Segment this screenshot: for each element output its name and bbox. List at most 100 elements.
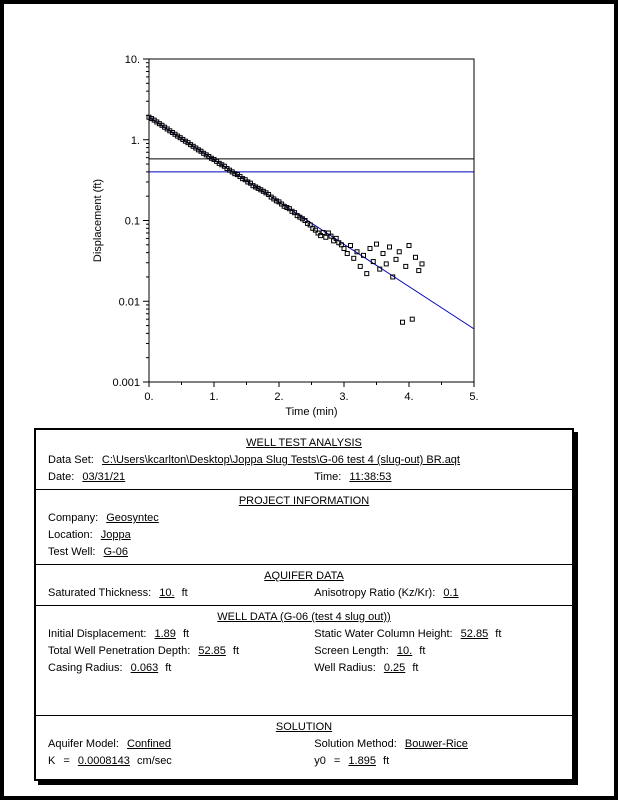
- section-divider: [36, 564, 572, 565]
- date-time-row: Date: 03/31/21 Time: 11:38:53: [36, 470, 572, 484]
- well-radius-value[interactable]: 0.25: [383, 662, 406, 674]
- location-value[interactable]: Joppa: [100, 529, 131, 541]
- data-point-marker: [328, 233, 334, 239]
- y-tick-label: 0.001: [112, 377, 140, 389]
- data-point-marker: [325, 230, 331, 236]
- data-point-marker: [245, 179, 251, 185]
- test-well-value[interactable]: G-06: [103, 546, 129, 558]
- data-point-marker: [284, 204, 290, 210]
- saturated-thickness-value[interactable]: 10.: [159, 587, 175, 599]
- data-point-marker: [354, 249, 360, 255]
- static-water-column-value[interactable]: 52.85: [460, 628, 489, 640]
- k-value[interactable]: 0.0008143: [77, 755, 130, 767]
- y-tick-label: 1.: [131, 135, 140, 147]
- well-data-title-text: WELL DATA (G-06 (test 4 slug out)): [217, 611, 391, 623]
- data-point-marker: [289, 208, 295, 214]
- initial-displacement-label: Initial Displacement:: [48, 628, 147, 640]
- company-label: Company:: [48, 512, 99, 524]
- data-point-marker: [344, 251, 350, 257]
- well-radius-label: Well Radius:: [314, 662, 376, 674]
- screen-length-unit: ft: [419, 645, 426, 657]
- solution-method-label: Solution Method:: [314, 738, 397, 750]
- screen-length-label: Screen Length:: [314, 645, 389, 657]
- initial-displacement-value[interactable]: 1.89: [154, 628, 176, 640]
- data-point-marker: [364, 271, 370, 277]
- solution-title-text: SOLUTION: [275, 721, 333, 733]
- dataset-value-link[interactable]: C:\Users\kcarlton\Desktop\Joppa Slug Tes…: [101, 454, 460, 466]
- solution-method-value[interactable]: Bouwer-Rice: [404, 738, 468, 750]
- data-point-marker: [370, 259, 376, 265]
- solution-row-2: K = 0.0008143 cm/sec y0 = 1.895 ft: [36, 754, 572, 768]
- data-point-marker: [195, 147, 201, 153]
- k-equals: =: [63, 755, 70, 767]
- aquifer-model-value[interactable]: Confined: [127, 738, 172, 750]
- data-point-marker: [387, 244, 392, 250]
- data-point-marker: [240, 176, 246, 182]
- report-box: WELL TEST ANALYSIS Data Set: C:\Users\kc…: [34, 428, 574, 781]
- data-point-marker: [258, 187, 264, 193]
- data-point-marker: [361, 252, 366, 258]
- data-point-marker: [307, 222, 313, 228]
- y0-equals: =: [333, 755, 341, 767]
- y0-value[interactable]: 1.895: [348, 755, 376, 767]
- time-label: Time:: [314, 471, 342, 483]
- data-point-marker: [320, 230, 326, 236]
- plot-area-border: [148, 58, 475, 383]
- data-point-marker: [351, 255, 357, 261]
- anisotropy-ratio-value[interactable]: 0.1: [443, 587, 459, 599]
- data-point-marker: [292, 210, 298, 216]
- data-point-marker: [323, 234, 329, 240]
- static-water-column-unit: ft: [495, 628, 502, 640]
- x-tick-label: 1.: [209, 391, 218, 403]
- well-data-title: WELL DATA (G-06 (test 4 slug out)): [36, 611, 572, 623]
- date-label: Date:: [48, 471, 75, 483]
- x-tick-label: 5.: [469, 391, 478, 403]
- data-point-marker: [255, 185, 261, 191]
- data-point-marker: [390, 274, 396, 280]
- section-divider: [36, 715, 572, 716]
- report-title-text: WELL TEST ANALYSIS: [246, 437, 362, 449]
- x-tick-label: 2.: [274, 391, 283, 403]
- well-radius-unit: ft: [412, 662, 419, 674]
- location-row: Location: Joppa: [36, 528, 572, 542]
- x-tick-label: 0.: [144, 391, 153, 403]
- data-point-marker: [416, 268, 422, 274]
- data-point-marker: [318, 233, 324, 239]
- saturated-thickness-label: Saturated Thickness:: [48, 587, 152, 599]
- test-well-row: Test Well: G-06: [36, 545, 572, 559]
- data-point-marker: [219, 162, 225, 168]
- data-point-marker: [247, 180, 253, 186]
- penetration-depth-unit: ft: [232, 645, 240, 657]
- analysis-chart: 10. 1. 0.1 0.01 0.001 0. 1. 2. 3. 4. 5. Time (min) D…: [4, 4, 614, 424]
- data-point-marker: [338, 242, 344, 248]
- project-info-title: PROJECT INFORMATION: [36, 495, 572, 507]
- aquifer-data-row: Saturated Thickness: 10. ft Anisotropy R…: [36, 586, 572, 600]
- data-point-marker: [208, 155, 214, 161]
- data-point-marker: [396, 249, 402, 255]
- section-divider: [36, 605, 572, 606]
- time-value[interactable]: 11:38:53: [349, 471, 392, 483]
- well-data-row: Total Well Penetration Depth: 52.85 ft S…: [36, 644, 572, 658]
- data-point-marker: [333, 235, 339, 241]
- chart-svg: 10. 1. 0.1 0.01 0.001 0. 1. 2. 3. 4. 5. Time (min) D…: [92, 54, 479, 418]
- solution-title: SOLUTION: [36, 721, 572, 733]
- x-axis-title: Time (min): [285, 406, 337, 418]
- penetration-depth-value[interactable]: 52.85: [198, 645, 226, 657]
- casing-radius-value[interactable]: 0.063: [130, 662, 159, 674]
- data-point-marker: [348, 243, 353, 249]
- date-value[interactable]: 03/31/21: [82, 471, 126, 483]
- data-point-marker: [406, 243, 412, 249]
- data-point-marker: [281, 203, 287, 209]
- casing-radius-label: Casing Radius:: [48, 662, 123, 674]
- dataset-label: Data Set:: [48, 454, 94, 466]
- data-point-marker: [367, 246, 373, 252]
- y-tick-label: 0.01: [119, 296, 140, 308]
- k-unit: cm/sec: [136, 755, 172, 767]
- data-point-marker: [253, 184, 259, 190]
- data-point-marker: [419, 261, 425, 267]
- project-info-title-text: PROJECT INFORMATION: [238, 495, 370, 507]
- company-value[interactable]: Geosyntec: [106, 512, 159, 524]
- screen-length-value[interactable]: 10.: [396, 645, 413, 657]
- y-axis-title: Displacement (ft): [92, 179, 104, 262]
